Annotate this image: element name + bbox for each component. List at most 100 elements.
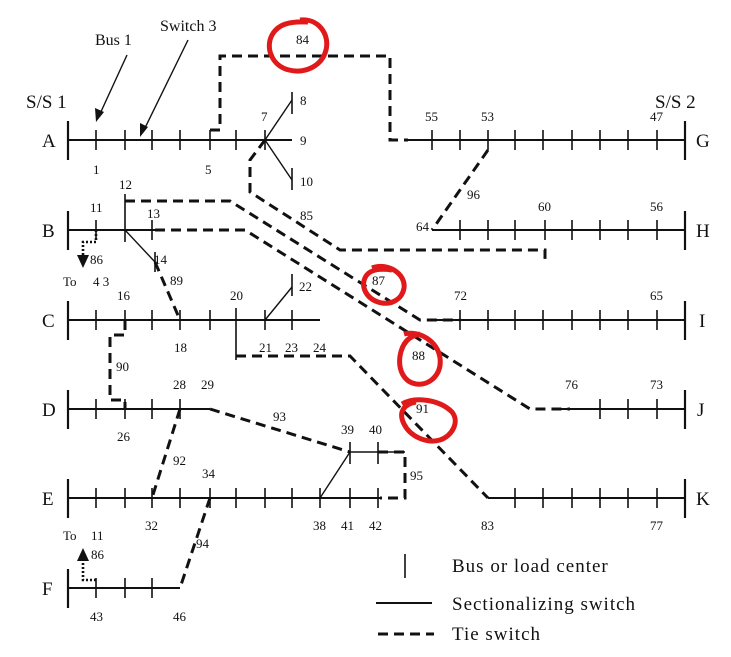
tie-switch-88 [155,228,570,411]
tie-switch-95 [378,450,407,500]
node-label-22: 22 [299,279,312,294]
switch-callout-arrow [142,39,189,133]
branch-21-22 [264,286,293,321]
node-label-65: 65 [650,288,663,303]
node-label-to-f: To [63,528,77,543]
feeder-label-k: K [696,489,710,510]
node-label-87: 87 [372,273,386,288]
node-label-53: 53 [481,109,494,124]
bus-callout-arrow [98,54,128,117]
switch-callout-arrowhead [140,123,148,137]
feeder-label-h: H [696,221,710,242]
node-label-7: 7 [261,109,268,124]
highlight-circle-91 [399,397,458,444]
tie-switch-93 [209,407,351,454]
node-label-9: 9 [300,133,307,148]
feeder-label-f: F [42,579,53,600]
node-label-14: 14 [154,252,168,267]
substation-2-label: S/S 2 [655,92,696,113]
node-label-10: 10 [300,174,313,189]
node-label-56: 56 [650,199,664,214]
feeder-label-b: B [42,221,55,242]
arrow-to-11-icon [77,548,89,561]
legend-sectionalizing-text: Sectionalizing switch [452,594,636,615]
tie-switch-91 [236,354,490,500]
node-label-32: 32 [145,518,158,533]
node-label-28: 28 [173,377,186,392]
feeder-label-c: C [42,311,55,332]
node-label-76: 76 [565,377,579,392]
tie-switch-87 [125,199,460,322]
node-label-34: 34 [202,466,216,481]
node-label-64: 64 [416,219,430,234]
node-label-40: 40 [369,422,382,437]
node-label-86-f: 86 [91,547,105,562]
node-label-21: 21 [259,340,272,355]
node-label-60: 60 [538,199,551,214]
node-label-13: 13 [147,206,160,221]
node-label-86-b: 86 [90,252,104,267]
highlight-circle-88 [397,330,443,387]
feeder-label-j: J [697,400,704,421]
node-label-93: 93 [273,409,286,424]
node-label-43-f: 43 [90,609,103,624]
feeder-label-g: G [696,131,710,152]
node-label-42: 42 [369,518,382,533]
node-label-11-f: 11 [91,528,104,543]
node-label-73: 73 [650,377,663,392]
switch-callout-label: Switch 3 [160,18,216,35]
node-label-89: 89 [170,273,183,288]
feeder-label-d: D [42,400,56,421]
node-label-20: 20 [230,288,243,303]
node-label-16: 16 [117,288,131,303]
node-label-24: 24 [313,340,327,355]
node-label-47: 47 [650,109,664,124]
node-label-96: 96 [467,187,481,202]
bus-callout-arrowhead [95,108,104,122]
node-label-88: 88 [412,348,425,363]
node-label-5: 5 [205,162,212,177]
legend-bus-text: Bus or load center [452,556,609,577]
highlight-circle-84 [266,17,330,74]
node-label-23: 23 [285,340,298,355]
node-label-29: 29 [201,377,214,392]
node-label-77: 77 [650,518,664,533]
feeder-label-a: A [42,131,56,152]
node-label-1: 1 [93,162,100,177]
branch-12-14 [124,229,156,263]
node-label-18: 18 [174,340,187,355]
node-label-38: 38 [313,518,326,533]
branch-38-39 [319,451,351,499]
node-label-41: 41 [341,518,354,533]
node-label-to-b: To [63,274,77,289]
node-label-46: 46 [173,609,187,624]
tie-switch-86-f [81,560,96,582]
node-label-83: 83 [481,518,494,533]
node-label-26: 26 [117,429,131,444]
bus-callout-label: Bus 1 [95,32,132,49]
node-label-8: 8 [300,93,307,108]
node-label-91: 91 [416,401,429,416]
node-label-92: 92 [173,453,186,468]
feeder-label-i: I [699,311,705,332]
node-label-11: 11 [90,200,103,215]
substation-1-label: S/S 1 [26,92,67,113]
node-label-12: 12 [119,177,132,192]
tie-switch-89 [153,261,182,321]
tie-switch-84 [210,54,408,142]
tie-switch-86-b [81,230,98,256]
node-label-84: 84 [296,32,310,47]
bus-ticks [95,130,658,598]
branch-7-10 [264,139,293,181]
node-label-43-b: 4 3 [93,274,109,289]
node-label-90: 90 [116,359,129,374]
tie-switch-85 [248,139,547,260]
node-label-85: 85 [300,208,313,223]
feeder-label-e: E [42,489,54,510]
legend-tie-text: Tie switch [452,624,541,645]
node-label-55: 55 [425,109,438,124]
arrow-to-43-icon [77,255,89,268]
tie-switch-96 [430,149,490,231]
